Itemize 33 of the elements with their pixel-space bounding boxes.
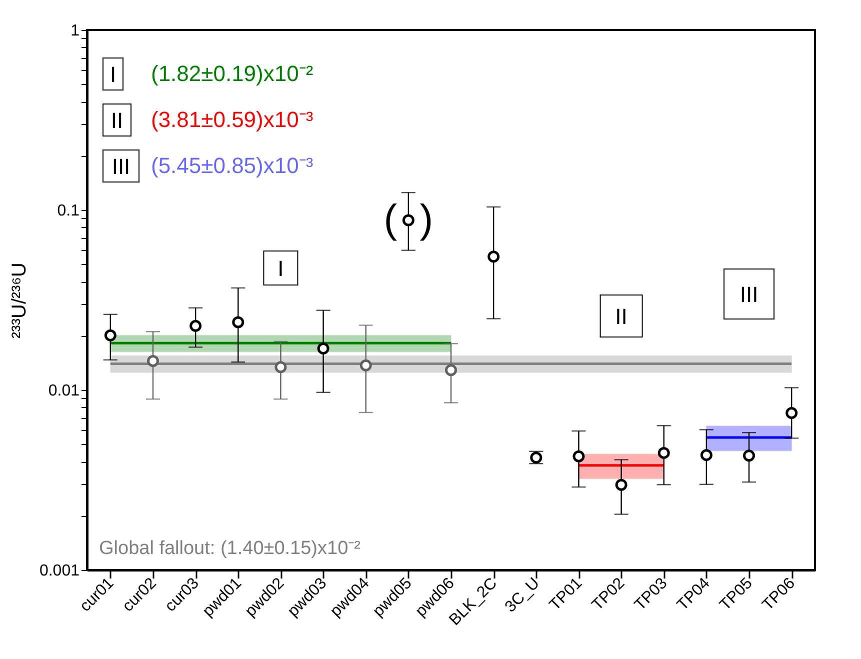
point [658,446,670,459]
y-tick-label: 1 [70,22,80,40]
annotation: (3.81±0.59)x10⁻³ [151,107,314,132]
point [190,320,202,332]
point [615,478,628,491]
point [488,250,500,263]
point [700,449,712,462]
point [572,450,585,462]
annotation: ( [384,197,398,242]
point [274,361,287,374]
point [232,316,244,328]
annotation: (5.45±0.85)x10⁻³ [151,153,314,178]
y-tick-label: 0.001 [39,562,80,580]
point [445,364,457,376]
annotation: I [278,256,284,281]
y-tick-label: 0.01 [48,382,80,400]
point [402,214,414,226]
y-axis-title: ²³³U/²³⁶U [8,262,30,338]
annotation: III [740,282,758,307]
annotation: ) [420,197,434,242]
annotation: II [615,304,628,329]
point [317,342,330,355]
annotation: Global fallout: (1.40±0.15)x10⁻² [99,538,360,559]
point [786,407,798,419]
annotation: I [110,62,116,87]
point [360,359,372,372]
annotation: III [112,154,130,179]
annotation: II [110,108,124,133]
annotation: (1.82±0.19)x10⁻² [151,61,314,86]
point [146,354,159,367]
point [743,450,756,462]
y-tick-label: 0.1 [57,202,80,220]
point [104,329,116,342]
